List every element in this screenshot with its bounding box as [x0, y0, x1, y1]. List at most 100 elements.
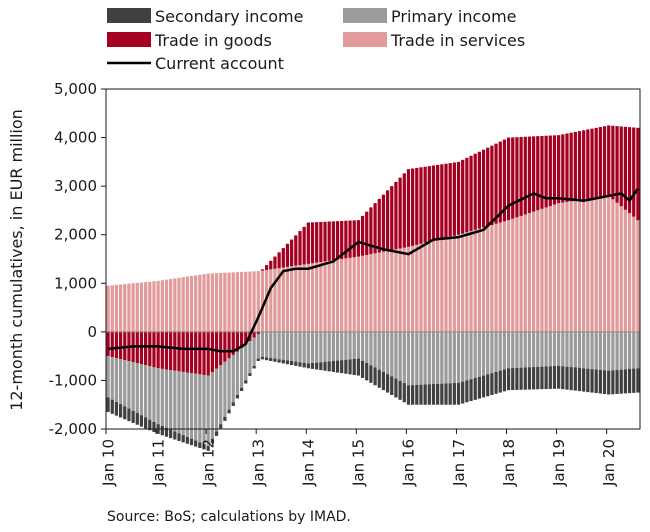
bar-segment	[565, 331, 569, 367]
bar-segment	[452, 383, 456, 405]
bar-segment	[285, 243, 290, 267]
bar-segment	[315, 222, 319, 263]
bar-segment	[252, 337, 256, 366]
bar-segment	[602, 196, 607, 332]
bar-segment	[531, 331, 536, 368]
bar-segment	[110, 357, 114, 400]
bar-segment	[385, 374, 390, 393]
bar-segment	[302, 362, 306, 368]
bar-segment	[419, 243, 423, 332]
bar-segment	[139, 415, 144, 427]
bar-segment	[436, 331, 440, 384]
plot-area-frame	[105, 88, 641, 430]
bar-segment	[348, 331, 352, 360]
bar-segment	[273, 256, 277, 269]
bar-segment	[273, 331, 277, 359]
bar-segment	[164, 369, 169, 428]
bar-segment	[323, 261, 327, 332]
bar-segment	[319, 221, 323, 263]
bar-segment	[477, 151, 482, 229]
bar-segment	[490, 373, 494, 395]
bar-segment	[260, 270, 265, 332]
x-tick-label: Jan 14	[300, 439, 318, 487]
bar-segment	[615, 126, 619, 203]
bar-segment	[469, 155, 473, 232]
bar-segment	[206, 273, 210, 332]
bar-segment	[406, 246, 411, 332]
bar-segment	[148, 366, 152, 420]
bar-segment	[298, 265, 302, 332]
bar-segment	[114, 284, 119, 332]
bar-segment	[523, 331, 527, 368]
bar-segment	[269, 357, 273, 361]
bar-segment	[198, 331, 202, 375]
bar-segment	[486, 147, 490, 227]
bar-segment	[315, 262, 319, 332]
bar-segment	[118, 284, 123, 332]
bar-segment	[373, 253, 377, 332]
bar-segment	[294, 235, 298, 266]
bar-segment	[281, 331, 285, 360]
bar-segment	[335, 221, 340, 260]
bar-segment	[206, 331, 210, 376]
bar-segment	[561, 366, 565, 390]
bar-segment	[219, 331, 223, 366]
bar-segment	[294, 265, 298, 332]
bar-segment	[219, 365, 223, 425]
bar-segment	[423, 331, 427, 385]
bar-segment	[465, 331, 469, 381]
bar-segment	[352, 331, 356, 359]
bar-segment	[152, 331, 156, 368]
bar-segment	[273, 358, 277, 362]
bar-segment	[632, 331, 636, 369]
bar-segment	[281, 267, 285, 332]
bar-segment	[235, 395, 240, 399]
bar-segment	[294, 361, 298, 366]
bar-segment	[465, 157, 469, 233]
bar-segment	[473, 229, 477, 332]
bar-segment	[344, 359, 348, 374]
bar-segment	[210, 273, 215, 332]
bar-segment	[402, 383, 406, 403]
bar-segment	[281, 248, 285, 268]
bar-segment	[365, 254, 369, 332]
bar-segment	[544, 135, 548, 208]
bar-segment	[164, 279, 169, 332]
bar-segment	[448, 163, 452, 237]
bar-segment	[360, 215, 365, 256]
bar-segment	[260, 269, 265, 271]
bar-segment	[565, 133, 569, 202]
bar-segment	[269, 331, 273, 358]
bar-segment	[352, 257, 356, 332]
bar-segment	[306, 222, 310, 264]
bar-segment	[498, 141, 502, 223]
bar-segment	[340, 259, 344, 332]
bar-segment	[169, 279, 173, 332]
legend: Secondary income Primary income Trade in g…	[107, 7, 525, 73]
bar-segment	[448, 331, 452, 384]
bar-segment	[298, 231, 302, 266]
bar-segment	[531, 136, 536, 212]
bar-segment	[356, 331, 361, 359]
bar-segment	[131, 362, 135, 411]
legend-label: Trade in services	[390, 31, 525, 50]
bar-segment	[427, 166, 431, 242]
legend-swatch	[343, 32, 387, 47]
x-tick-label: Jan 20	[600, 439, 618, 487]
bar-segment	[223, 272, 227, 332]
bar-segment	[598, 127, 602, 198]
bar-segment	[106, 285, 110, 332]
bar-segment	[194, 331, 198, 374]
bar-segment	[152, 421, 156, 433]
bar-segment	[390, 331, 394, 377]
bar-segment	[269, 260, 273, 270]
bar-segment	[594, 197, 598, 332]
bar-segment	[623, 369, 628, 394]
bar-segment	[189, 276, 194, 332]
bar-segment	[360, 331, 365, 361]
bar-segment	[198, 374, 202, 443]
bar-segment	[352, 220, 356, 258]
bar-segment	[260, 356, 265, 360]
bar-segment	[519, 136, 523, 216]
bar-segment	[611, 125, 615, 200]
